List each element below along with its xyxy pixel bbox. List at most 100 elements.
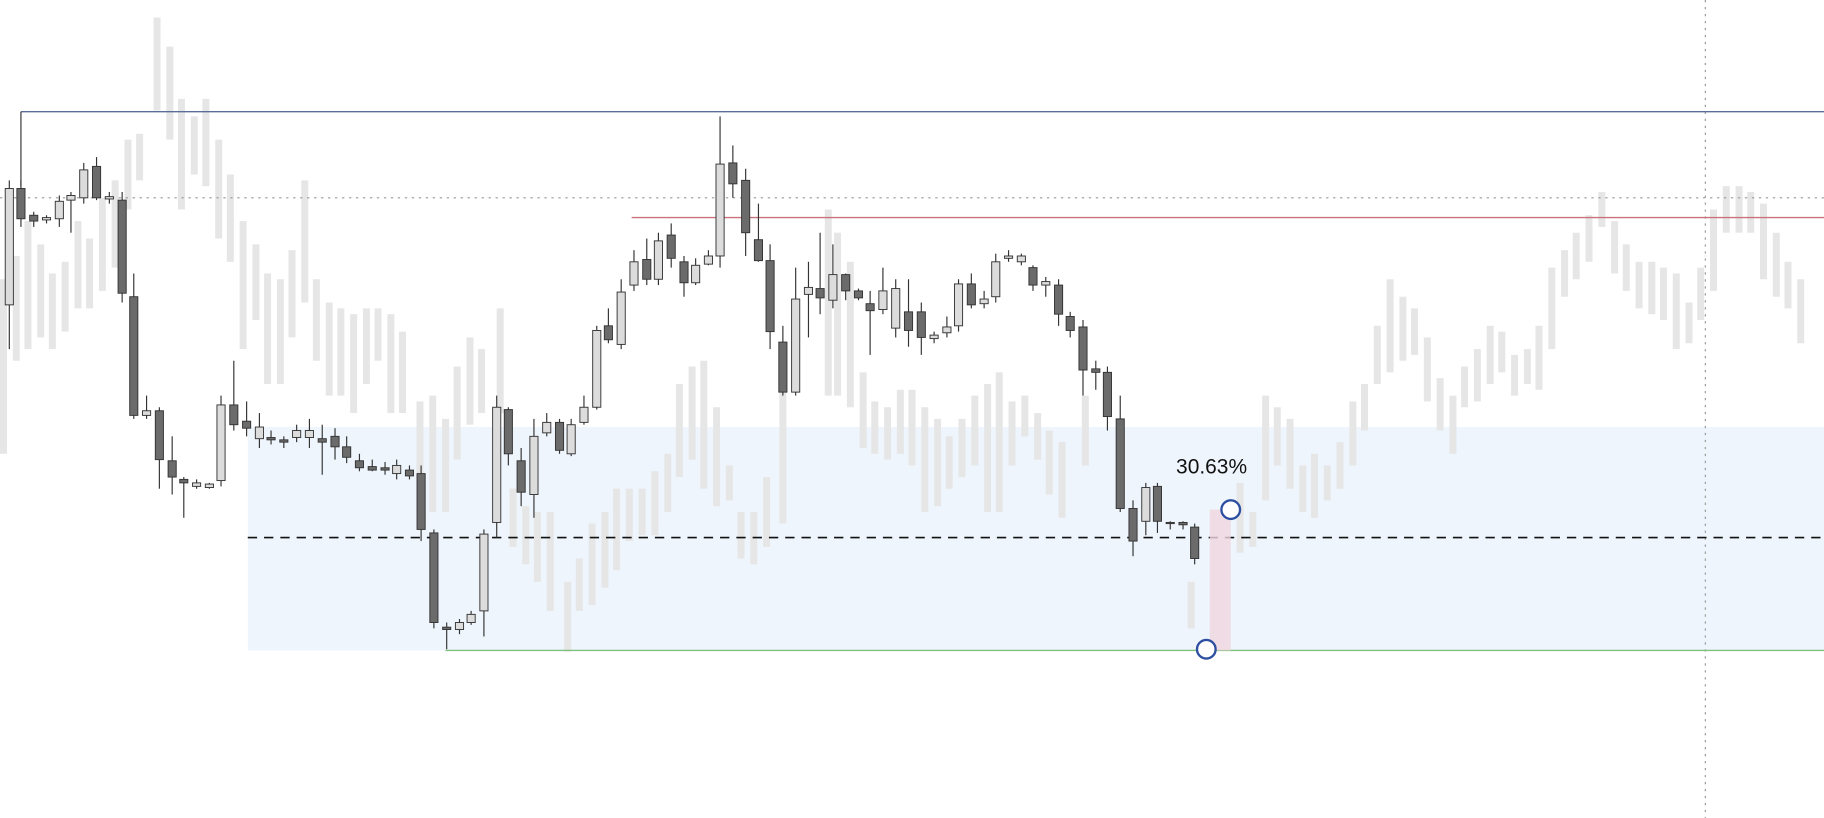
ghost-bar	[1423, 337, 1431, 402]
ghost-bar	[664, 453, 672, 512]
ghost-bar	[1697, 267, 1705, 320]
candle-body	[79, 169, 89, 199]
candle-body	[16, 188, 26, 220]
ghost-bar	[74, 221, 82, 309]
handle-bottom[interactable]	[1195, 638, 1217, 660]
ghost-bar	[496, 308, 504, 414]
ghost-bar	[1449, 395, 1457, 454]
candle-body	[603, 325, 613, 341]
candle-body	[1016, 255, 1026, 263]
ghost-bar	[1236, 482, 1244, 553]
ghost-bar	[958, 418, 966, 478]
ghost-bar	[1461, 366, 1469, 408]
candles	[4, 116, 1200, 650]
candle-body	[629, 261, 639, 286]
ghost-bar	[763, 477, 771, 547]
ghost-bar	[737, 511, 745, 559]
ghost-bar	[111, 180, 119, 268]
candle-body	[1041, 281, 1051, 286]
ghost-bar	[312, 279, 320, 361]
ghost-bar	[1058, 442, 1066, 518]
measure-label: 30.63%	[1176, 456, 1247, 479]
ghost-bar	[124, 139, 132, 210]
candle-body	[554, 421, 565, 451]
ghost-bar	[1034, 413, 1042, 460]
ghost-bar	[1361, 383, 1368, 431]
candle-body	[416, 473, 426, 530]
ghost-bar	[1523, 349, 1531, 384]
ghost-bar	[588, 523, 596, 606]
candle-body	[380, 467, 390, 471]
ghost-bar	[1659, 267, 1667, 320]
candle-body	[254, 426, 264, 440]
ghost-bar	[301, 180, 309, 303]
ghost-bar	[86, 238, 94, 309]
ghost-bar	[1336, 442, 1344, 489]
ghost-bar	[1486, 325, 1494, 384]
measure-box	[1209, 509, 1231, 651]
ghost-bar	[945, 436, 953, 489]
candle-body	[803, 286, 814, 295]
ghost-bar	[1498, 331, 1506, 373]
ghost-bar	[1323, 465, 1331, 501]
candle-body	[229, 404, 239, 426]
candle-body	[192, 482, 202, 487]
candle-body	[741, 179, 751, 234]
candle-body	[1078, 326, 1088, 371]
candle-body	[129, 296, 139, 416]
ghost-bar	[995, 372, 1003, 512]
ghost-bar	[688, 366, 696, 460]
candle-body	[1054, 284, 1064, 315]
ghost-bar	[1311, 453, 1318, 518]
candle-body	[54, 200, 64, 220]
candle-body	[367, 466, 377, 471]
candle-body	[392, 464, 402, 475]
candle-body	[953, 283, 964, 327]
ghost-bar	[896, 389, 904, 454]
candle-body	[966, 283, 976, 306]
ghost-bar	[136, 133, 144, 181]
candle-body	[442, 626, 452, 630]
ghost-bar	[12, 255, 20, 361]
candle-body	[4, 188, 14, 306]
ghost-bar	[846, 261, 854, 408]
ghost-bar	[546, 511, 554, 611]
candle-body	[916, 311, 926, 338]
candle-body	[204, 483, 214, 489]
candle-body	[791, 298, 801, 393]
ghost-bar	[613, 488, 621, 571]
candle-body	[429, 532, 439, 623]
ghost-bar	[1273, 407, 1281, 466]
ghost-bar	[37, 244, 45, 338]
ghost-bar	[700, 360, 708, 489]
ghost-bar	[1772, 232, 1780, 297]
ghost-bar	[276, 279, 284, 384]
candle-body	[778, 341, 788, 393]
candle-body	[529, 435, 539, 495]
candle-body	[679, 261, 689, 284]
candle-body	[354, 460, 364, 469]
candle-body	[1152, 485, 1162, 522]
candle-body	[616, 291, 626, 345]
ghost-bar	[1436, 378, 1444, 431]
candle-body	[1102, 371, 1112, 418]
ghost-bar	[239, 221, 247, 350]
ghost-bar	[98, 197, 106, 291]
ghost-bar	[399, 331, 406, 414]
candle-body	[516, 460, 526, 493]
ghost-bar	[1021, 395, 1029, 437]
ghost-bar	[215, 139, 223, 239]
candle-body	[342, 446, 352, 458]
candle-body	[266, 437, 276, 441]
candle-body	[104, 196, 114, 200]
ghost-bar	[1081, 395, 1089, 466]
handle-top[interactable]	[1220, 499, 1242, 521]
ghost-bar	[325, 302, 333, 396]
candle-body	[828, 274, 838, 301]
ghost-bar	[466, 337, 474, 425]
candle-body	[404, 469, 415, 477]
candle-body	[1141, 487, 1151, 522]
ghost-bar	[1622, 244, 1630, 291]
ghost-bar	[226, 174, 234, 262]
